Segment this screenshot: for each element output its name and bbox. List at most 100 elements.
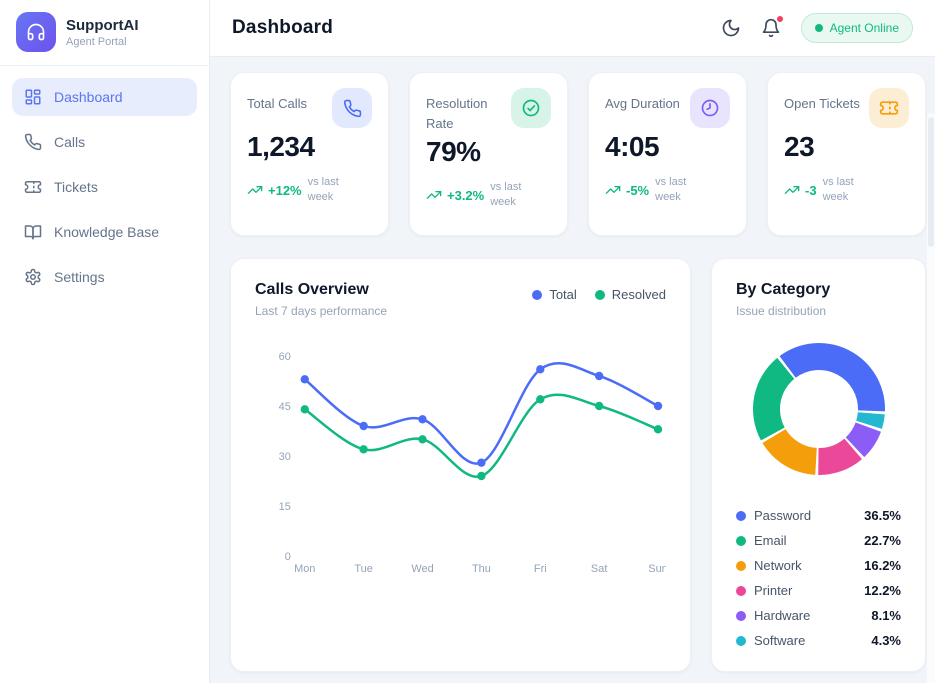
by-category-title: By Category: [736, 281, 831, 298]
bell-icon: [762, 18, 779, 38]
stat-value: 23: [784, 131, 815, 162]
dashboard-content: Total Calls 1,234 +12% vs last week: [210, 57, 935, 683]
legend-dot-icon: [736, 535, 746, 546]
charts-row: Calls Overview Last 7 days performance T…: [230, 258, 926, 672]
brand: SupportAI Agent Portal: [0, 0, 209, 66]
notifications-button[interactable]: [761, 15, 784, 38]
svg-text:Tue: Tue: [354, 563, 372, 575]
trending-up-icon: [605, 186, 621, 195]
agent-status-badge[interactable]: Agent Online: [800, 13, 913, 43]
ticket-icon: [24, 181, 42, 193]
stat-trend: -3: [784, 182, 817, 198]
page-title: Dashboard: [232, 17, 334, 38]
trending-up-icon: [247, 186, 263, 195]
legend-row-network: Network 16.2%: [736, 553, 901, 578]
brand-name: SupportAI: [66, 16, 139, 34]
check-circle-icon: [511, 88, 551, 128]
svg-text:Sun: Sun: [648, 563, 666, 575]
main-area: Dashboard Agent Online: [210, 0, 935, 683]
stat-label: Resolution Rate: [426, 96, 488, 131]
svg-text:Fri: Fri: [534, 563, 547, 575]
stat-trend-note: vs last week: [822, 176, 854, 204]
stat-label: Open Tickets: [784, 96, 860, 111]
book-open-icon: [24, 225, 42, 240]
legend-dot-icon: [736, 560, 746, 571]
sidebar: SupportAI Agent Portal Dashboard Calls T…: [0, 0, 210, 683]
svg-text:Sat: Sat: [591, 563, 607, 575]
brand-subtitle: Agent Portal: [66, 35, 127, 48]
stat-card-total-calls: Total Calls 1,234 +12% vs last week: [230, 72, 389, 236]
stat-trend: -5%: [605, 182, 649, 198]
sidebar-nav: Dashboard Calls Tickets Knowledge Base S…: [0, 66, 209, 308]
stat-card-open-tickets: Open Tickets 23 -3 vs last week: [767, 72, 926, 236]
stat-trend: +12%: [247, 182, 302, 198]
clock-icon: [690, 88, 730, 128]
category-donut-chart: [752, 343, 885, 475]
ticket-icon: [869, 88, 909, 128]
legend-row-printer: Printer 12.2%: [736, 578, 901, 603]
legend-dot-icon: [736, 510, 746, 521]
svg-text:60: 60: [279, 351, 291, 363]
vertical-scrollbar[interactable]: [927, 114, 935, 683]
scrollbar-thumb[interactable]: [928, 117, 934, 247]
notification-badge: [775, 15, 784, 23]
gear-icon: [25, 268, 41, 286]
legend-item-resolved: Resolved: [594, 287, 666, 302]
sidebar-item-label: Settings: [54, 269, 105, 285]
sidebar-item-knowledge-base[interactable]: Knowledge Base: [12, 213, 197, 251]
svg-text:30: 30: [279, 451, 291, 463]
status-dot-icon: [814, 24, 823, 32]
status-label: Agent Online: [829, 21, 899, 35]
by-category-subtitle: Issue distribution: [736, 304, 827, 318]
sidebar-item-label: Knowledge Base: [54, 224, 160, 240]
legend-dot-icon: [594, 289, 605, 300]
svg-text:Thu: Thu: [472, 563, 491, 575]
sidebar-item-label: Calls: [54, 134, 86, 150]
legend-item-total: Total: [532, 287, 577, 302]
dashboard-icon: [25, 89, 41, 105]
stat-trend: +3.2%: [426, 187, 484, 203]
stat-cards: Total Calls 1,234 +12% vs last week: [230, 72, 926, 236]
sidebar-item-calls[interactable]: Calls: [12, 123, 197, 161]
phone-icon: [24, 133, 42, 151]
topbar-actions: Agent Online: [721, 13, 913, 43]
legend-row-password: Password 36.5%: [736, 503, 901, 528]
stat-value: 79%: [426, 136, 481, 167]
legend-row-hardware: Hardware 8.1%: [736, 603, 901, 628]
legend-dot-icon: [532, 289, 543, 300]
category-legend: Password 36.5% Email 22.7% Network 16.2%: [736, 503, 901, 653]
stat-value: 4:05: [605, 131, 660, 162]
calls-overview-card: Calls Overview Last 7 days performance T…: [230, 258, 691, 672]
calls-overview-subtitle: Last 7 days performance: [255, 304, 388, 318]
legend-row-software: Software 4.3%: [736, 628, 901, 653]
svg-text:Wed: Wed: [411, 563, 433, 575]
brand-text: SupportAI Agent Portal: [66, 17, 139, 48]
sidebar-item-dashboard[interactable]: Dashboard: [12, 78, 197, 116]
sidebar-item-settings[interactable]: Settings: [12, 258, 197, 296]
sidebar-item-label: Dashboard: [54, 89, 123, 105]
stat-label: Total Calls: [247, 96, 307, 111]
legend-row-email: Email 22.7%: [736, 528, 901, 553]
calls-overview-title: Calls Overview: [255, 281, 369, 298]
stat-trend-note: vs last week: [490, 181, 522, 209]
moon-icon: [722, 19, 739, 37]
legend-dot-icon: [736, 610, 746, 621]
stat-trend-note: vs last week: [307, 176, 339, 204]
sidebar-item-tickets[interactable]: Tickets: [12, 168, 197, 206]
svg-text:Mon: Mon: [294, 563, 315, 575]
trending-up-icon: [784, 186, 800, 195]
stat-value: 1,234: [247, 131, 315, 162]
legend-dot-icon: [736, 585, 746, 596]
svg-text:45: 45: [279, 401, 291, 413]
dark-mode-button[interactable]: [721, 18, 741, 38]
headphones-logo-icon: [16, 12, 56, 52]
phone-icon: [332, 88, 372, 128]
by-category-card: By Category Issue distribution Password …: [711, 258, 926, 672]
legend-dot-icon: [736, 635, 746, 646]
stat-card-avg-duration: Avg Duration 4:05 -5% vs last week: [588, 72, 747, 236]
stat-card-resolution-rate: Resolution Rate 79% +3.2% vs last week: [409, 72, 568, 236]
trending-up-icon: [426, 191, 442, 200]
topbar: Dashboard Agent Online: [210, 0, 935, 57]
svg-text:15: 15: [279, 501, 291, 513]
